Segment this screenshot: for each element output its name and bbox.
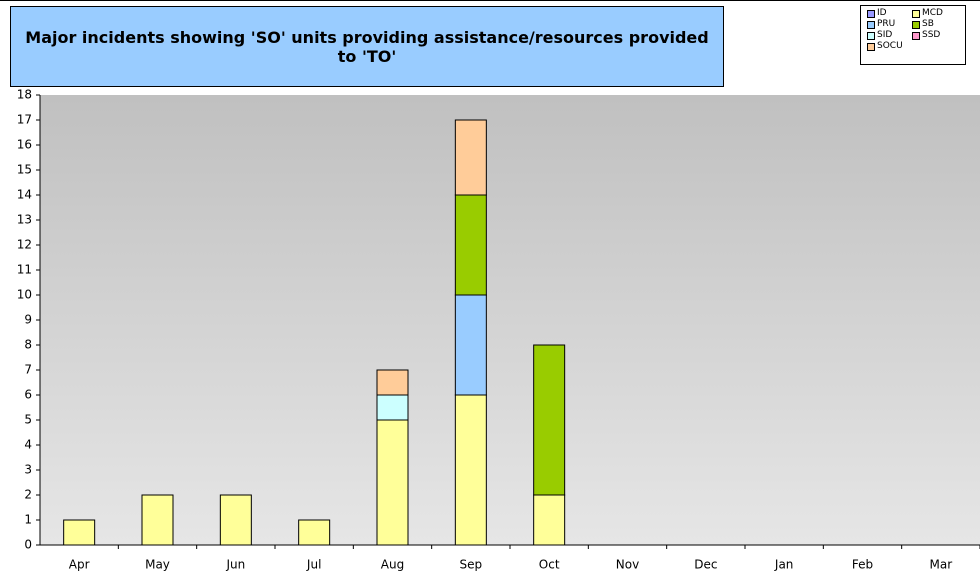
y-tick-label: 4	[24, 438, 32, 452]
x-tick-label: Dec	[694, 558, 717, 572]
bar-segment	[141, 494, 174, 546]
x-tick-label: Mar	[930, 558, 953, 572]
legend-item: SID	[867, 30, 912, 41]
bar-segment	[454, 194, 487, 296]
legend-swatch	[912, 20, 920, 29]
bar-segment	[219, 494, 252, 546]
x-tick-label: Feb	[852, 558, 873, 572]
x-tick-label: Apr	[69, 558, 90, 572]
y-tick-label: 16	[17, 138, 32, 152]
legend-label: SB	[922, 19, 934, 29]
legend-swatch	[912, 9, 920, 18]
y-tick-label: 7	[24, 363, 32, 377]
x-tick-label: Nov	[616, 558, 639, 572]
legend-label: PRU	[877, 19, 896, 29]
legend-swatch	[912, 31, 920, 40]
bar-segment	[63, 519, 96, 546]
legend: ID MCD PRU SB SID SSD SOCU	[860, 5, 966, 65]
y-tick-label: 13	[17, 213, 32, 227]
y-tick-label: 0	[24, 538, 32, 552]
y-tick-label: 6	[24, 388, 32, 402]
legend-label: SOCU	[877, 41, 903, 51]
legend-item: SB	[912, 19, 957, 30]
y-tick-label: 11	[17, 263, 32, 277]
y-tick-label: 17	[17, 113, 32, 127]
y-tick-label: 18	[17, 88, 32, 102]
x-tick-label: May	[145, 558, 170, 572]
y-tick-label: 14	[17, 188, 32, 202]
chart-title: Major incidents showing 'SO' units provi…	[10, 6, 724, 87]
y-tick-label: 3	[24, 463, 32, 477]
y-tick-label: 8	[24, 338, 32, 352]
bar-segment	[376, 419, 409, 546]
x-tick-label: Jul	[306, 558, 321, 572]
y-tick-label: 15	[17, 163, 32, 177]
legend-label: SSD	[922, 30, 941, 40]
y-tick-label: 5	[24, 413, 32, 427]
legend-swatch	[867, 42, 875, 51]
bar-segment	[454, 394, 487, 546]
bar-segment	[454, 294, 487, 396]
legend-label: ID	[877, 8, 887, 18]
x-tick-label: Jun	[225, 558, 245, 572]
bar-segment	[298, 519, 331, 546]
x-tick-label: Oct	[539, 558, 560, 572]
legend-item: SOCU	[867, 41, 912, 52]
legend-swatch	[867, 31, 875, 40]
legend-item: SSD	[912, 30, 957, 41]
plot-area	[40, 95, 980, 545]
x-tick-label: Aug	[381, 558, 404, 572]
y-tick-label: 10	[17, 288, 32, 302]
legend-swatch	[867, 9, 875, 18]
y-tick-label: 1	[24, 513, 32, 527]
legend-swatch	[867, 20, 875, 29]
legend-label: SID	[877, 30, 893, 40]
legend-label: MCD	[922, 8, 943, 18]
x-tick-label: Jan	[774, 558, 794, 572]
y-tick-label: 9	[24, 313, 32, 327]
bar-segment	[533, 344, 566, 496]
legend-item: PRU	[867, 19, 912, 30]
x-tick-label: Sep	[460, 558, 483, 572]
y-tick-label: 2	[24, 488, 32, 502]
y-tick-label: 12	[17, 238, 32, 252]
legend-item: MCD	[912, 8, 957, 19]
bar-segment	[376, 394, 409, 421]
bar-segment	[533, 494, 566, 546]
bar-segment	[376, 369, 409, 396]
legend-item: ID	[867, 8, 912, 19]
bar-segment	[454, 119, 487, 196]
